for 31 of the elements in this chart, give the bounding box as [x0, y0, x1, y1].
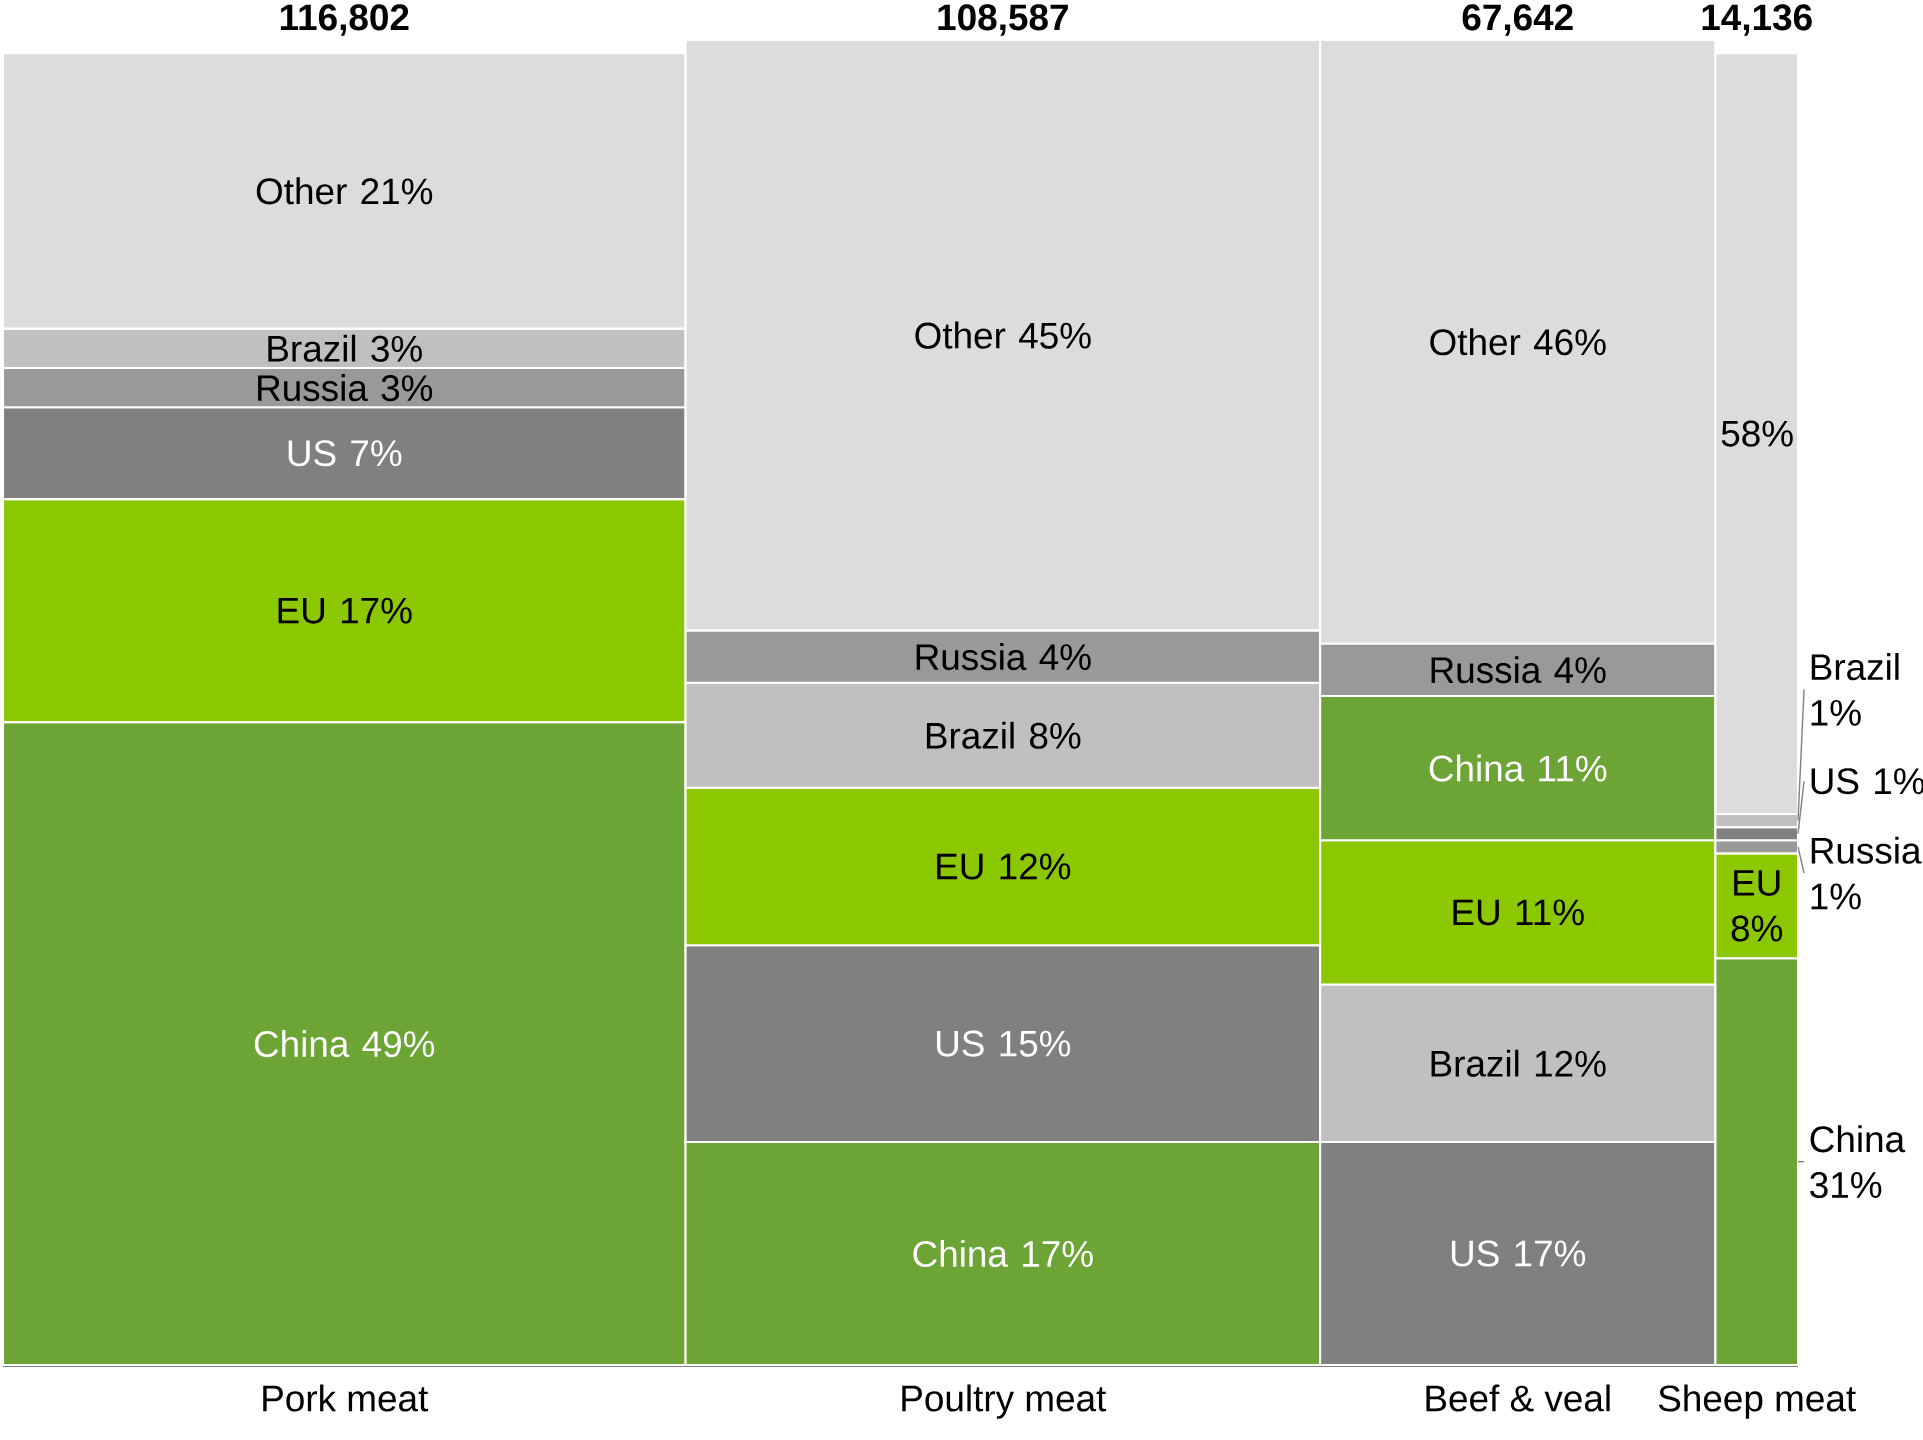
data-label: EU 8% [1731, 870, 1783, 942]
data-label: Russia 4% [916, 643, 1091, 671]
data-label: Brazil 1% [1811, 653, 1899, 726]
data-label: Other 46% [1430, 328, 1606, 356]
text: 14,136 [1702, 4, 1812, 36]
data-label: US 17% [1451, 1240, 1586, 1267]
data-label: EU 17% [278, 597, 412, 624]
x-tick-label: Pork meat [263, 1384, 429, 1412]
text: 116,802 [280, 4, 409, 36]
data-label: US 7% [288, 440, 402, 467]
data-label: Russia 3% [258, 374, 433, 402]
text: 108,587 [938, 4, 1068, 36]
x-tick-label: Sheep meat [1658, 1384, 1856, 1419]
data-label: China 17% [913, 1239, 1093, 1268]
data-label: Russia 4% [1431, 656, 1606, 684]
data-label: EU 12% [937, 853, 1071, 880]
data-label: China 31% [1810, 1125, 1906, 1199]
data-label: China 11% [1429, 754, 1607, 782]
x-tick-label: Beef & veal [1426, 1384, 1610, 1412]
data-label: Other 45% [915, 321, 1091, 349]
text: 67,642 [1462, 4, 1573, 36]
data-label: China 49% [254, 1030, 435, 1058]
data-label: US 15% [937, 1030, 1071, 1057]
x-tick-label: Poultry meat [902, 1384, 1107, 1419]
data-label: Brazil 8% [926, 721, 1081, 749]
data-label: Other 21% [256, 177, 433, 205]
data-label: Russia 1% [1811, 836, 1922, 910]
data-label: Brazil 3% [268, 334, 422, 362]
data-label: 58% [1721, 420, 1793, 447]
data-label: EU 11% [1453, 899, 1584, 926]
data-label: Brazil 12% [1431, 1049, 1606, 1077]
